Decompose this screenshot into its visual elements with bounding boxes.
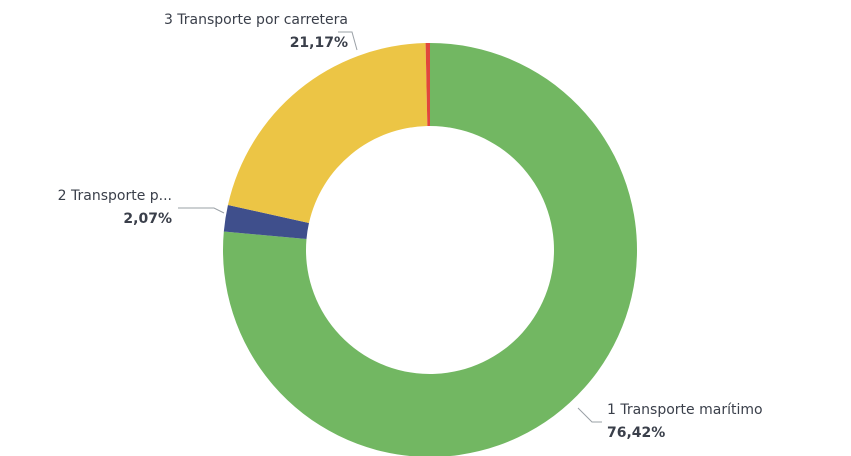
slice-label: 2 Transporte p... bbox=[58, 188, 172, 204]
slice-value-label: 76,42% bbox=[607, 425, 665, 441]
leader-line bbox=[577, 407, 602, 423]
donut-slice bbox=[227, 43, 428, 224]
slice-label: 3 Transporte por carretera bbox=[164, 12, 348, 28]
donut-slice bbox=[425, 43, 430, 127]
donut-slice bbox=[223, 204, 309, 239]
slice-value-label: 2,07% bbox=[123, 211, 172, 227]
leader-line bbox=[178, 207, 225, 214]
slice-value-label: 21,17% bbox=[290, 35, 348, 51]
slice-label: 1 Transporte marítimo bbox=[607, 402, 763, 418]
leader-line bbox=[338, 31, 358, 51]
donut-slice bbox=[223, 43, 637, 456]
